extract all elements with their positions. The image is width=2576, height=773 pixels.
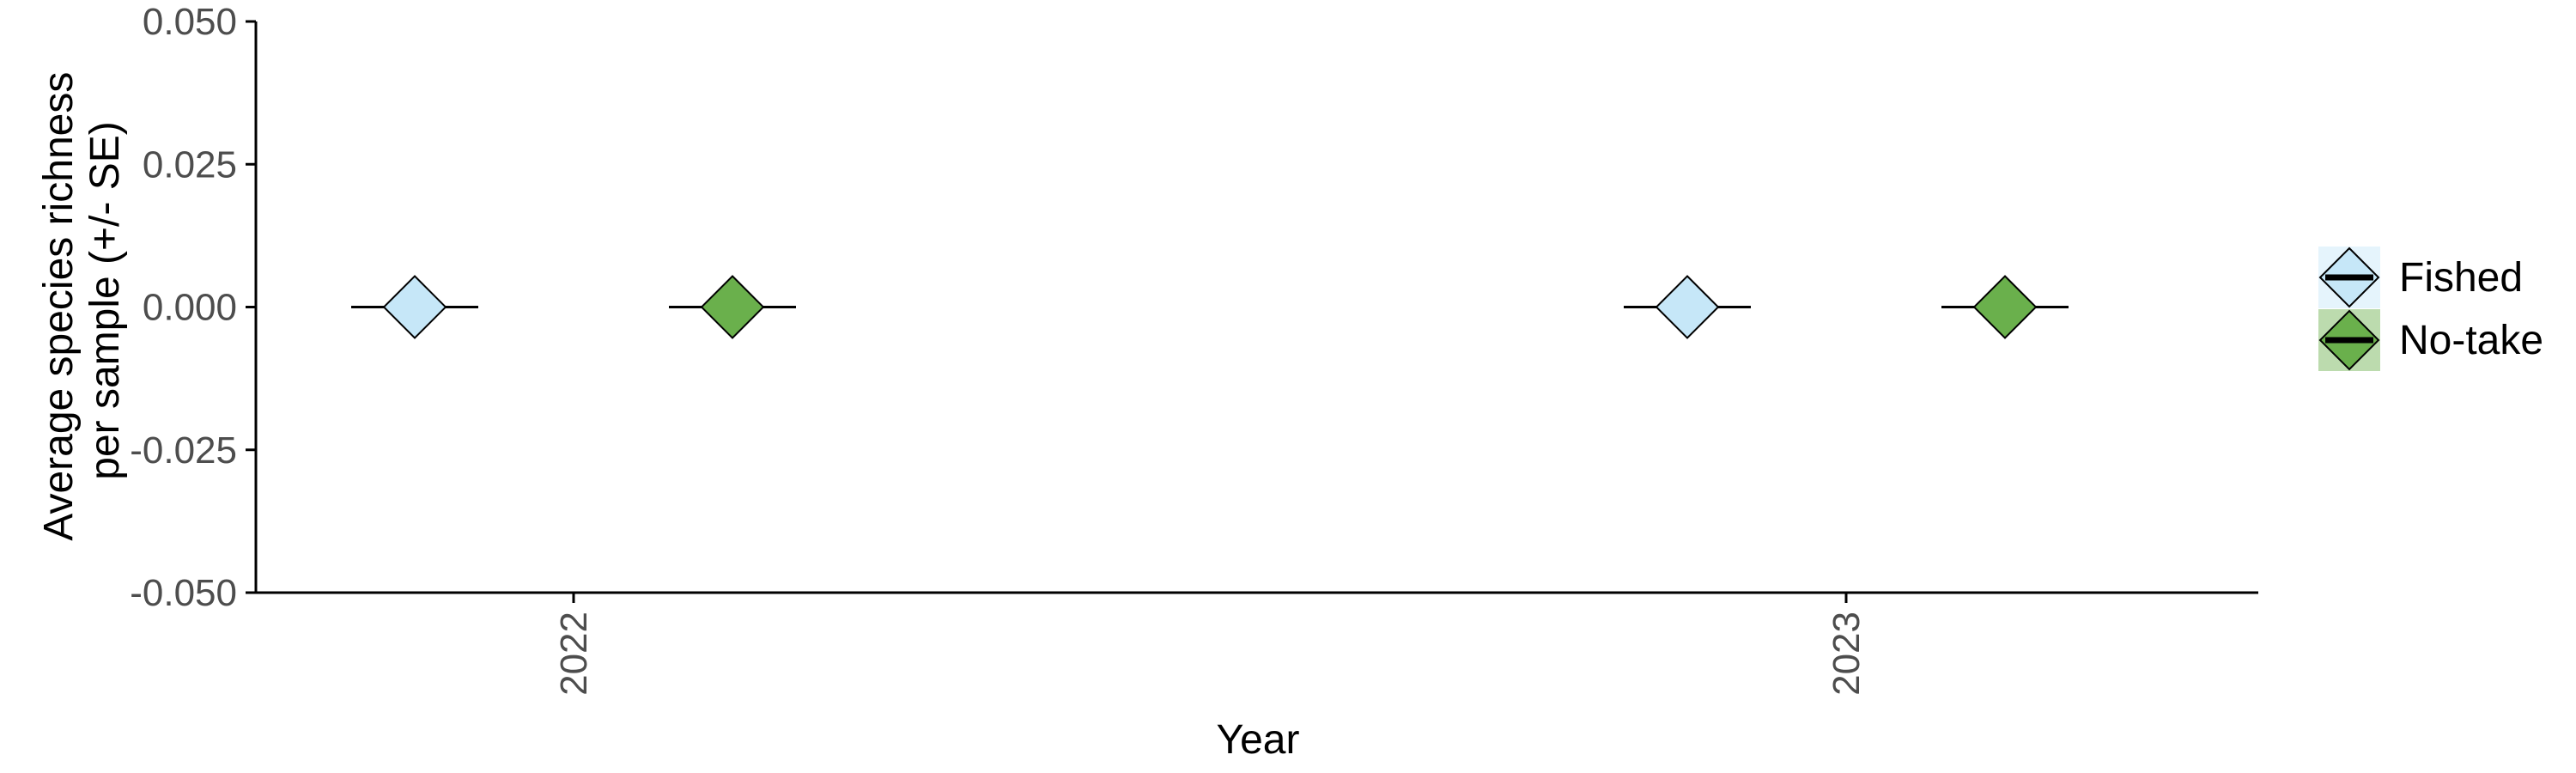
legend-label-fished: Fished	[2399, 255, 2523, 301]
legend-key-fished	[2318, 247, 2380, 308]
x-axis-ticks: 2022 2023	[553, 593, 1868, 696]
legend: Fished No-take	[2318, 247, 2543, 371]
point-no-take-2023	[1972, 275, 2038, 339]
y-tick-label: 0.000	[143, 287, 237, 329]
point-fished-2022	[382, 275, 447, 339]
x-axis-title: Year	[1217, 717, 1300, 763]
point-no-take-2022	[700, 275, 765, 339]
x-tick-label: 2022	[553, 612, 595, 696]
x-tick-label: 2023	[1826, 612, 1868, 696]
y-axis-title-line-1: Average species richness	[36, 72, 82, 541]
y-tick-label: -0.050	[130, 572, 237, 614]
y-axis-title-line-2: per sample (+/- SE)	[82, 121, 128, 479]
y-axis-ticks: 0.050 0.025 0.000 -0.025 -0.050	[130, 1, 256, 614]
legend-key-no-take	[2318, 309, 2380, 371]
y-axis-title: Average species richness per sample (+/-…	[36, 60, 128, 540]
legend-label-no-take: No-take	[2399, 318, 2543, 363]
point-fished-2023	[1655, 275, 1720, 339]
y-tick-label: -0.025	[130, 429, 237, 472]
data-marks	[351, 275, 2069, 339]
y-tick-label: 0.050	[143, 1, 237, 43]
y-tick-label: 0.025	[143, 143, 237, 186]
